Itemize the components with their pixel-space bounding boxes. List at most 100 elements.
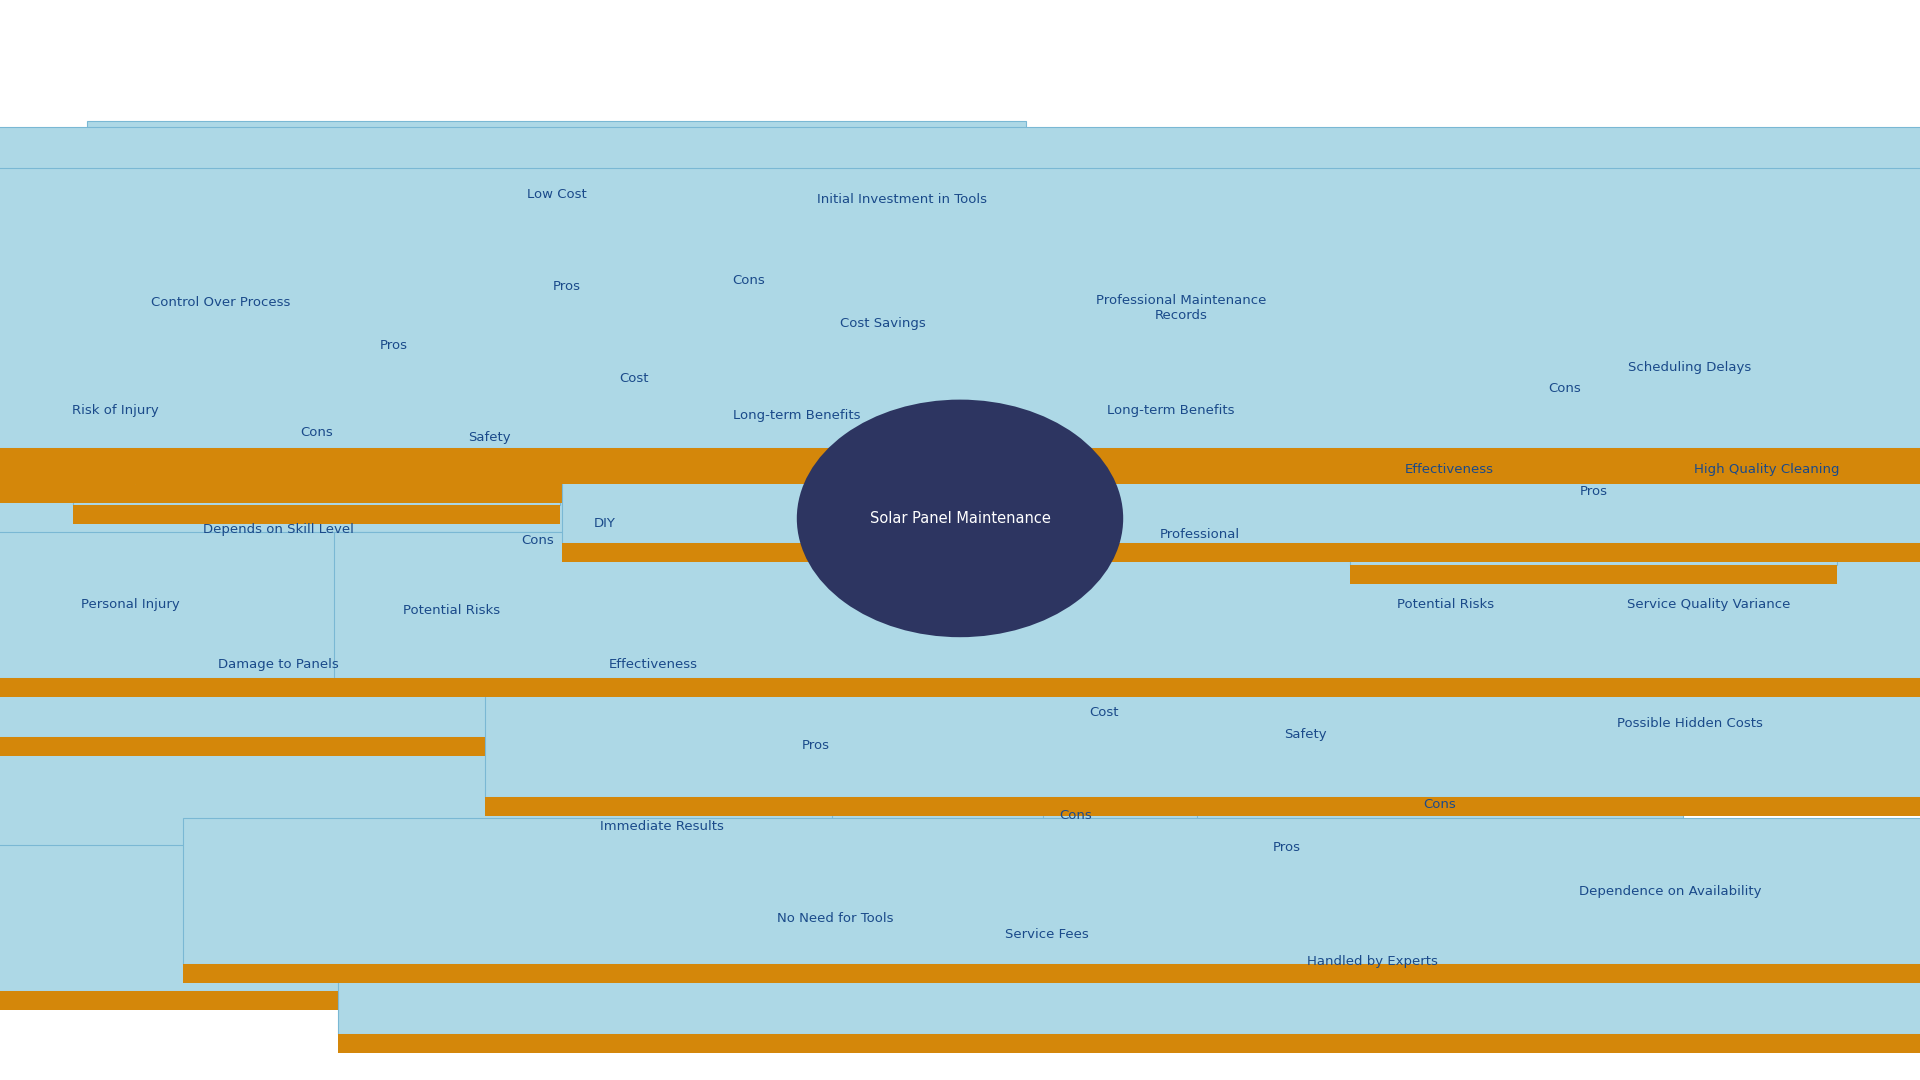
FancyBboxPatch shape: [860, 786, 1348, 805]
FancyBboxPatch shape: [0, 489, 1832, 508]
Text: Pros: Pros: [553, 280, 580, 293]
Text: Initial Investment in Tools: Initial Investment in Tools: [818, 193, 987, 206]
FancyBboxPatch shape: [1321, 462, 1809, 481]
FancyBboxPatch shape: [0, 337, 924, 484]
FancyBboxPatch shape: [948, 661, 1663, 808]
Text: Solar Panel Maintenance: Solar Panel Maintenance: [870, 511, 1050, 526]
FancyBboxPatch shape: [182, 964, 1920, 983]
Text: No Need for Tools: No Need for Tools: [778, 912, 893, 924]
Text: Cons: Cons: [1058, 809, 1092, 822]
FancyBboxPatch shape: [572, 819, 1060, 837]
Text: Risk of Injury: Risk of Injury: [71, 404, 159, 417]
Text: Long-term Benefits: Long-term Benefits: [733, 409, 860, 422]
FancyBboxPatch shape: [136, 337, 1920, 484]
FancyBboxPatch shape: [86, 268, 1027, 286]
Text: Long-term Benefits: Long-term Benefits: [1108, 404, 1235, 417]
FancyBboxPatch shape: [351, 861, 1741, 1008]
FancyBboxPatch shape: [73, 505, 561, 524]
FancyBboxPatch shape: [831, 889, 1319, 907]
FancyBboxPatch shape: [0, 900, 1642, 918]
Text: Professional: Professional: [1160, 528, 1240, 541]
FancyBboxPatch shape: [182, 818, 1920, 964]
Text: Effectiveness: Effectiveness: [1405, 463, 1494, 476]
Text: DIY: DIY: [593, 517, 616, 530]
Text: Pros: Pros: [1580, 485, 1607, 498]
Text: Depends on Skill Level: Depends on Skill Level: [204, 523, 353, 536]
FancyBboxPatch shape: [1043, 774, 1530, 921]
Text: Safety: Safety: [1284, 728, 1327, 741]
FancyBboxPatch shape: [1350, 565, 1837, 583]
FancyBboxPatch shape: [0, 537, 1317, 684]
FancyBboxPatch shape: [710, 441, 1920, 459]
FancyBboxPatch shape: [0, 738, 1200, 756]
Text: Control Over Process: Control Over Process: [152, 296, 290, 309]
FancyBboxPatch shape: [338, 1035, 1920, 1053]
FancyBboxPatch shape: [0, 167, 1920, 448]
Text: Damage to Panels: Damage to Panels: [219, 658, 338, 671]
FancyBboxPatch shape: [0, 684, 1317, 702]
FancyBboxPatch shape: [323, 213, 810, 360]
Text: Pros: Pros: [1273, 841, 1300, 854]
Text: Safety: Safety: [468, 431, 511, 444]
FancyBboxPatch shape: [697, 543, 1920, 562]
FancyBboxPatch shape: [0, 342, 1832, 489]
FancyBboxPatch shape: [0, 845, 1814, 991]
FancyBboxPatch shape: [294, 467, 781, 613]
FancyBboxPatch shape: [486, 797, 1920, 815]
FancyBboxPatch shape: [390, 305, 877, 451]
FancyBboxPatch shape: [563, 543, 1920, 562]
FancyBboxPatch shape: [0, 591, 1405, 738]
FancyBboxPatch shape: [0, 229, 1369, 376]
FancyBboxPatch shape: [132, 364, 847, 511]
FancyBboxPatch shape: [580, 678, 1920, 697]
Text: Immediate Results: Immediate Results: [601, 820, 724, 833]
Ellipse shape: [797, 400, 1123, 637]
Text: Service Fees: Service Fees: [1004, 928, 1089, 941]
FancyBboxPatch shape: [0, 591, 1200, 738]
Text: Personal Injury: Personal Injury: [81, 598, 180, 611]
FancyBboxPatch shape: [486, 650, 1920, 797]
FancyBboxPatch shape: [86, 121, 1027, 268]
FancyBboxPatch shape: [188, 251, 1578, 397]
Text: Dependence on Availability: Dependence on Availability: [1578, 885, 1763, 897]
Text: Cons: Cons: [732, 274, 766, 287]
Text: Potential Risks: Potential Risks: [403, 604, 499, 617]
Text: Service Quality Variance: Service Quality Variance: [1626, 598, 1791, 611]
Text: Cost: Cost: [1089, 706, 1119, 719]
FancyBboxPatch shape: [831, 742, 1319, 889]
Text: Pros: Pros: [803, 739, 829, 752]
FancyBboxPatch shape: [505, 608, 1895, 626]
FancyBboxPatch shape: [136, 484, 1920, 502]
Text: Cons: Cons: [300, 426, 334, 438]
FancyBboxPatch shape: [1196, 878, 1684, 896]
FancyBboxPatch shape: [572, 672, 1060, 819]
Text: Pros: Pros: [380, 339, 407, 352]
Text: Possible Hidden Costs: Possible Hidden Costs: [1617, 717, 1763, 730]
FancyBboxPatch shape: [563, 396, 1920, 543]
FancyBboxPatch shape: [132, 511, 847, 529]
FancyBboxPatch shape: [697, 396, 1920, 543]
Text: High Quality Cleaning: High Quality Cleaning: [1693, 463, 1839, 476]
Text: Professional Maintenance
Records: Professional Maintenance Records: [1096, 294, 1265, 322]
FancyBboxPatch shape: [505, 461, 1895, 608]
Text: Cons: Cons: [1423, 798, 1457, 811]
Text: Cons: Cons: [520, 534, 555, 546]
Text: Effectiveness: Effectiveness: [609, 658, 697, 671]
FancyBboxPatch shape: [390, 451, 877, 470]
FancyBboxPatch shape: [0, 273, 1920, 292]
FancyBboxPatch shape: [0, 678, 996, 697]
FancyBboxPatch shape: [505, 354, 993, 373]
FancyBboxPatch shape: [0, 126, 1920, 273]
FancyBboxPatch shape: [188, 397, 1578, 416]
Text: Cost: Cost: [618, 372, 649, 384]
FancyBboxPatch shape: [150, 419, 637, 437]
Text: Low Cost: Low Cost: [526, 188, 588, 201]
FancyBboxPatch shape: [334, 678, 1920, 697]
FancyBboxPatch shape: [338, 888, 1920, 1035]
FancyBboxPatch shape: [948, 808, 1663, 826]
FancyBboxPatch shape: [0, 376, 1369, 394]
Text: Cost Savings: Cost Savings: [841, 318, 925, 330]
FancyBboxPatch shape: [1196, 731, 1684, 878]
FancyBboxPatch shape: [334, 531, 1920, 678]
FancyBboxPatch shape: [0, 753, 1642, 900]
